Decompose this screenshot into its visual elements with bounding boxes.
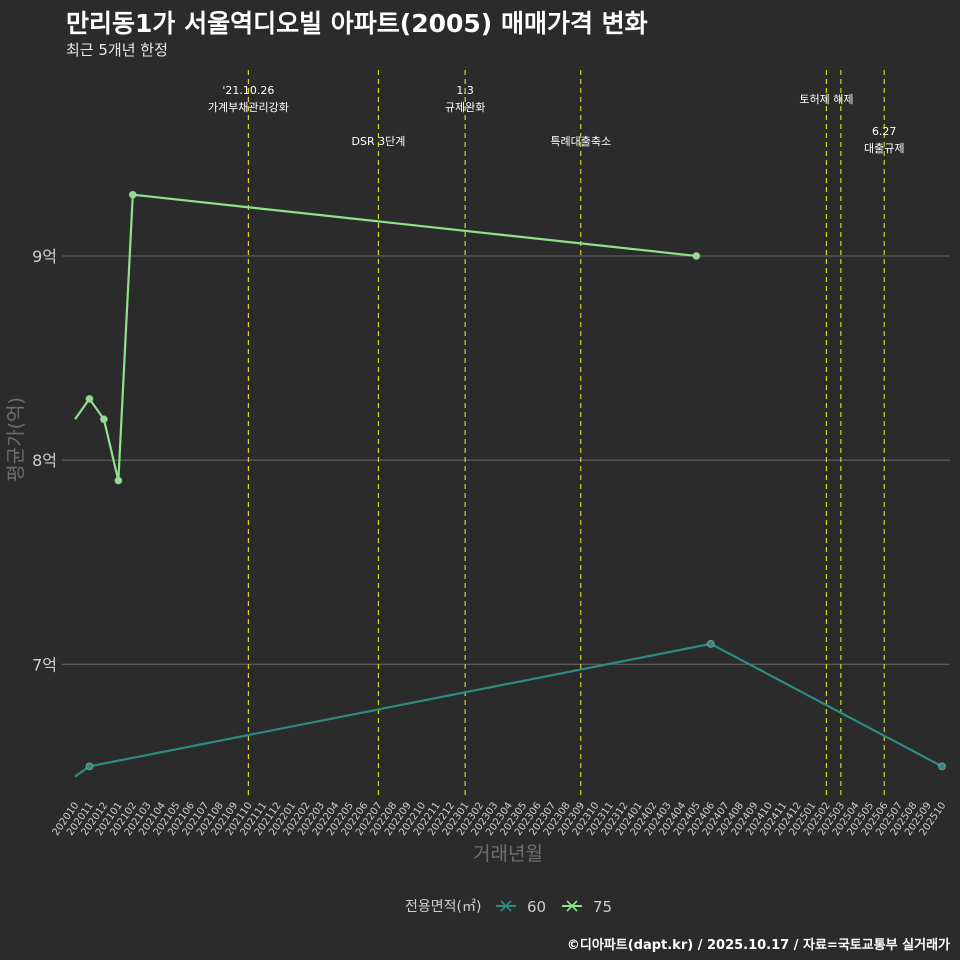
data-point-60 — [85, 762, 94, 771]
y-axis-title: 평균가(억) — [5, 397, 27, 482]
event-label: 토허제 해제 — [799, 92, 853, 106]
page-title: 만리동1가 서울역디오빌 아파트(2005) 매매가격 변화 — [66, 9, 648, 38]
x-axis-title: 거래년월 — [473, 843, 543, 865]
legend-title: 전용면적(㎡) — [405, 899, 481, 915]
y-tick-label: 7억 — [32, 655, 57, 674]
y-tick-label: 8억 — [32, 451, 57, 470]
event-label: 가계부채관리강화 — [208, 101, 289, 114]
event-label: '21.10.26 — [222, 84, 274, 97]
legend-item-60: 60 — [527, 898, 546, 916]
legend: 전용면적(㎡) 60 75 — [405, 898, 612, 916]
data-point-75 — [692, 251, 701, 260]
data-point-75 — [114, 476, 123, 485]
data-point-75 — [99, 415, 108, 424]
event-label: DSR 3단계 — [352, 135, 406, 148]
event-label: 특례대출축소 — [550, 135, 611, 148]
data-point-75 — [85, 394, 94, 403]
source-caption: ©디아파트(dapt.kr) / 2025.10.17 / 자료=국토교통부 실… — [566, 938, 950, 953]
event-label: 규제완화 — [445, 101, 485, 114]
data-point-75 — [128, 190, 137, 199]
legend-key-cross — [566, 900, 578, 912]
event-label: 6.27 — [872, 125, 897, 138]
y-tick-label: 9억 — [32, 247, 57, 266]
legend-item-75: 75 — [593, 898, 612, 916]
series-line-60 — [74, 642, 943, 778]
series-line-75 — [74, 193, 697, 482]
page-subtitle: 최근 5개년 한정 — [66, 41, 168, 59]
data-point-60 — [706, 639, 715, 648]
legend-key-cross — [500, 900, 512, 912]
data-point-60 — [938, 762, 946, 771]
event-label: 1.3 — [456, 84, 474, 97]
event-label: 대출규제 — [864, 142, 904, 155]
